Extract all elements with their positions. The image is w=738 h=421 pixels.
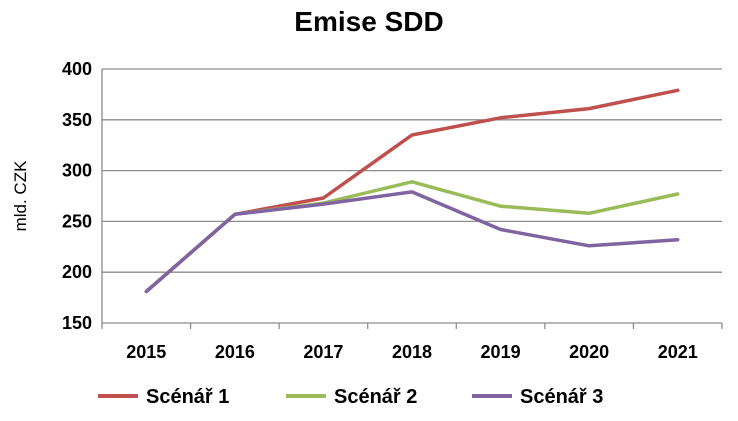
y-tick-label: 200: [62, 262, 92, 282]
x-tick-label: 2019: [481, 342, 521, 362]
x-tick-label: 2018: [392, 342, 432, 362]
y-axis-label: mld. CZK: [11, 160, 30, 232]
grid-lines: [101, 68, 723, 329]
y-tick-label: 150: [62, 313, 92, 333]
x-tick-label: 2021: [658, 342, 698, 362]
legend-label-2: Scénář 2: [334, 386, 417, 408]
legend: Scénář 1 Scénář 2 Scénář 3: [98, 386, 603, 408]
legend-label-3: Scénář 3: [520, 386, 603, 408]
x-tick-label: 2017: [303, 342, 343, 362]
y-tick-label: 400: [62, 59, 92, 79]
y-tick-label: 300: [62, 161, 92, 181]
series-lines: [144, 88, 680, 294]
y-tick-label: 250: [62, 211, 92, 231]
x-tick-label: 2016: [215, 342, 255, 362]
legend-label-1: Scénář 1: [146, 386, 229, 408]
x-tick-label: 2020: [569, 342, 609, 362]
chart-title: Emise SDD: [294, 6, 444, 37]
y-tick-labels: 150 200 250 300 350 400: [62, 59, 92, 333]
x-tick-label: 2015: [126, 342, 166, 362]
series-line-3: [144, 190, 680, 294]
x-tick-labels: 2015 2016 2017 2018 2019 2020 2021: [126, 342, 697, 362]
y-tick-label: 350: [62, 110, 92, 130]
series-line-2: [144, 180, 680, 294]
